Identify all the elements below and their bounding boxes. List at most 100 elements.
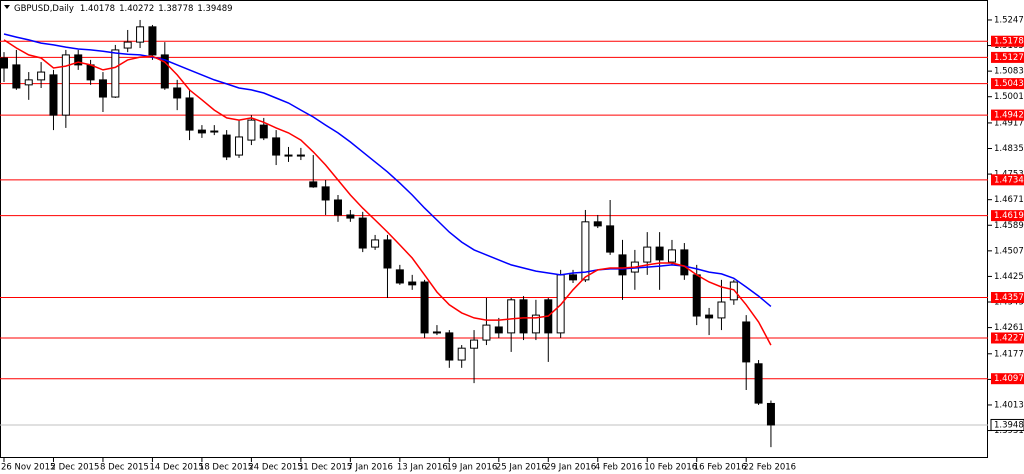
y-tick-label: 1.49170	[994, 118, 1024, 128]
level-label-box	[991, 51, 1024, 63]
y-tick-label: 1.41770	[994, 349, 1024, 359]
candle-body	[111, 49, 120, 98]
y-tick-label: 1.45890	[994, 221, 1024, 231]
candle-body	[86, 64, 95, 81]
x-tick-label: 29 Jan 2016	[545, 463, 596, 473]
level-label: 1.47346	[994, 175, 1024, 185]
x-tick-label: 22 Feb 2016	[743, 463, 796, 473]
candle-body	[705, 314, 714, 319]
y-tick-label: 1.46710	[994, 195, 1024, 205]
level-label: 1.42277	[994, 333, 1024, 343]
candle-body	[235, 136, 244, 156]
x-tick-label: 8 Dec 2015	[100, 463, 149, 473]
candle-body	[296, 154, 305, 157]
y-tick-label: 1.48350	[994, 144, 1024, 154]
candle-body	[0, 57, 8, 69]
level-label-box	[991, 174, 1024, 186]
level-label-box	[991, 35, 1024, 47]
x-tick-label: 26 Nov 2015	[1, 463, 55, 473]
y-tick-label: 1.40130	[994, 400, 1024, 410]
candle-body	[395, 269, 404, 284]
moving-average-line	[3, 39, 772, 346]
x-tick-label: 16 Feb 2016	[694, 463, 747, 473]
x-tick-label: 19 Jan 2016	[446, 463, 497, 473]
candle-body	[717, 301, 726, 319]
header-high: 1.40272	[119, 4, 154, 14]
candle-body	[309, 181, 318, 188]
candle-body	[148, 26, 157, 56]
candle-body	[333, 199, 342, 216]
level-label-box	[991, 210, 1024, 222]
candle-body	[123, 41, 132, 49]
chart-header: GBPUSD,Daily 1.40178 1.40272 1.38778 1.39489	[14, 4, 233, 14]
candle-body	[420, 281, 429, 334]
level-label: 1.51270	[994, 53, 1024, 63]
candle-body	[222, 134, 231, 158]
candle-body	[667, 249, 676, 263]
candle-body	[383, 239, 392, 269]
plot-frame	[0, 0, 988, 458]
candle-body	[346, 214, 355, 219]
level-label: 1.46199	[994, 211, 1024, 221]
candle-body	[247, 119, 256, 141]
header-open: 1.40178	[80, 4, 115, 14]
candle-body	[457, 347, 466, 361]
level-label: 1.51789	[994, 37, 1024, 47]
candle-body	[754, 363, 763, 404]
candle-body	[606, 225, 615, 253]
candle-body	[742, 321, 751, 363]
candle-body	[136, 26, 145, 43]
candle-body	[519, 299, 528, 334]
x-tick-label: 4 Feb 2016	[595, 463, 643, 473]
candle-body	[470, 339, 479, 349]
candle-body	[432, 331, 441, 334]
y-tick-label: 1.50830	[994, 67, 1024, 77]
candle-body	[371, 239, 380, 248]
candle-body	[482, 324, 491, 341]
y-tick-label: 1.42610	[994, 323, 1024, 333]
candle-body	[680, 249, 689, 276]
candle-body	[531, 314, 540, 334]
header-low: 1.38778	[158, 4, 193, 14]
level-label-box	[991, 332, 1024, 344]
candle-body	[507, 299, 516, 334]
candle-body	[173, 87, 182, 99]
candle-body	[12, 64, 21, 89]
candle-body	[24, 79, 33, 86]
candle-body	[197, 129, 206, 134]
level-label-box	[991, 109, 1024, 121]
candle-body	[284, 154, 293, 157]
candle-body	[185, 97, 194, 131]
y-tick-label: 1.52470	[994, 15, 1024, 25]
candle-body	[37, 71, 46, 81]
candle-body	[408, 281, 417, 286]
candle-body	[692, 274, 701, 317]
header-close: 1.39489	[197, 4, 232, 14]
level-label-box	[991, 78, 1024, 90]
candle-body	[74, 54, 83, 66]
candle-body	[160, 54, 169, 89]
x-tick-label: 13 Jan 2016	[397, 463, 448, 473]
x-tick-label: 24 Dec 2015	[248, 463, 302, 473]
x-tick-label: 18 Dec 2015	[199, 463, 253, 473]
level-label-box	[991, 373, 1024, 385]
candle-body	[358, 217, 367, 249]
y-tick-label: 1.50010	[994, 92, 1024, 102]
x-tick-label: 14 Dec 2015	[149, 463, 203, 473]
candle-body	[49, 74, 58, 116]
x-tick-label: 25 Jan 2016	[496, 463, 547, 473]
candle-body	[272, 137, 281, 156]
candle-body	[259, 124, 268, 139]
menu-icon	[4, 5, 10, 9]
candle-body	[643, 246, 652, 263]
candle-body	[569, 274, 578, 281]
x-tick-label: 7 Jan 2016	[347, 463, 393, 473]
candle-body	[766, 402, 775, 426]
x-tick-label: 10 Feb 2016	[644, 463, 697, 473]
candle-body	[445, 332, 454, 361]
candle-body	[98, 79, 107, 98]
y-tick-label: 1.39310	[994, 426, 1024, 436]
candle-body	[210, 130, 219, 133]
moving-average-line	[3, 33, 772, 307]
